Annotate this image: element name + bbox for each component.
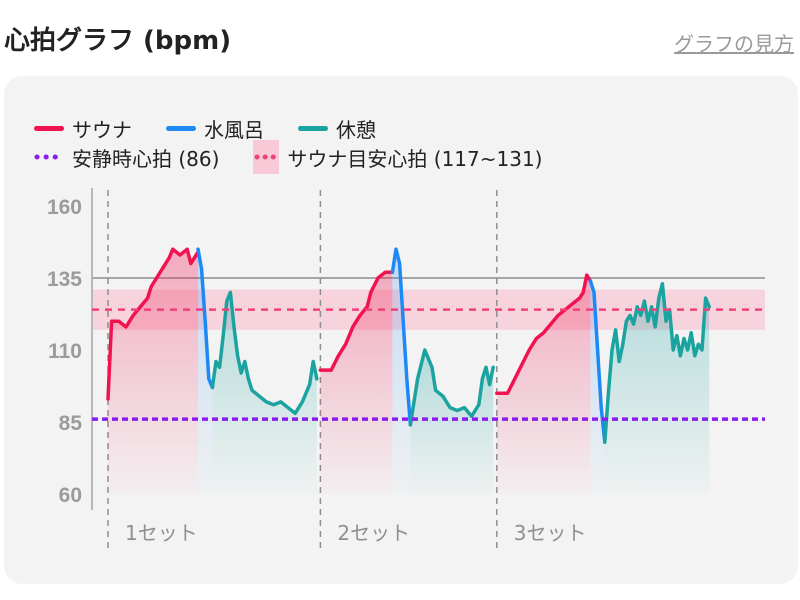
- legend-label-resting: 安静時心拍 (86): [72, 146, 220, 171]
- page-title: 心拍グラフ (bpm): [4, 26, 232, 56]
- legend-row-2: 安静時心拍 (86) サウナ目安心拍 (117~131): [34, 140, 577, 174]
- area-rest-set-3: [604, 283, 710, 494]
- series-rest-set-3: [603, 282, 711, 444]
- legend-item-bath: 水風呂: [166, 114, 264, 143]
- series-sauna-set-3: [495, 273, 593, 395]
- legend-swatch-sauna: [34, 126, 64, 131]
- series-bath-set-1: [196, 247, 215, 390]
- set-label-3: 3セット: [514, 521, 587, 545]
- y-tick-label-85: 85: [59, 412, 83, 435]
- series-rest-set-2: [408, 348, 495, 427]
- legend-swatch-rest: [298, 126, 328, 131]
- legend-item-resting: 安静時心拍 (86): [34, 143, 219, 172]
- y-tick-label-160: 160: [47, 196, 82, 219]
- y-tick-label-110: 110: [48, 340, 82, 363]
- legend-label-rest: 休憩: [336, 118, 376, 142]
- legend-label-sauna: サウナ: [72, 118, 132, 142]
- area-rest-set-2: [410, 350, 494, 494]
- legend-label-target: サウナ目安心拍 (117~131): [287, 146, 543, 171]
- y-tick-label-135: 135: [47, 268, 82, 291]
- legend-item-sauna: サウナ: [34, 114, 132, 143]
- legend-row-1: サウナ 水風呂 休憩: [34, 114, 410, 143]
- area-sauna-set-3: [496, 275, 591, 494]
- area-bath-set-3: [590, 280, 605, 494]
- area-rest-set-1: [212, 292, 317, 494]
- series-sauna-set-2: [318, 270, 395, 372]
- area-sauna-set-2: [320, 272, 393, 494]
- series-sauna-set-1: [106, 247, 200, 401]
- legend-swatch-bath: [166, 126, 196, 131]
- graph-help-link[interactable]: グラフの見方: [674, 32, 794, 56]
- series-bath-set-2: [390, 247, 413, 427]
- set-label-2: 2セット: [337, 521, 410, 545]
- y-tick-label-60: 60: [59, 484, 82, 507]
- legend-swatch-target: [253, 140, 280, 174]
- set-label-1: 1セット: [125, 521, 198, 545]
- legend-item-rest: 休憩: [298, 114, 376, 143]
- legend-label-bath: 水風呂: [204, 118, 264, 142]
- series-rest-set-1: [210, 290, 319, 416]
- area-bath-set-1: [198, 249, 213, 494]
- legend-item-target: サウナ目安心拍 (117~131): [253, 140, 543, 174]
